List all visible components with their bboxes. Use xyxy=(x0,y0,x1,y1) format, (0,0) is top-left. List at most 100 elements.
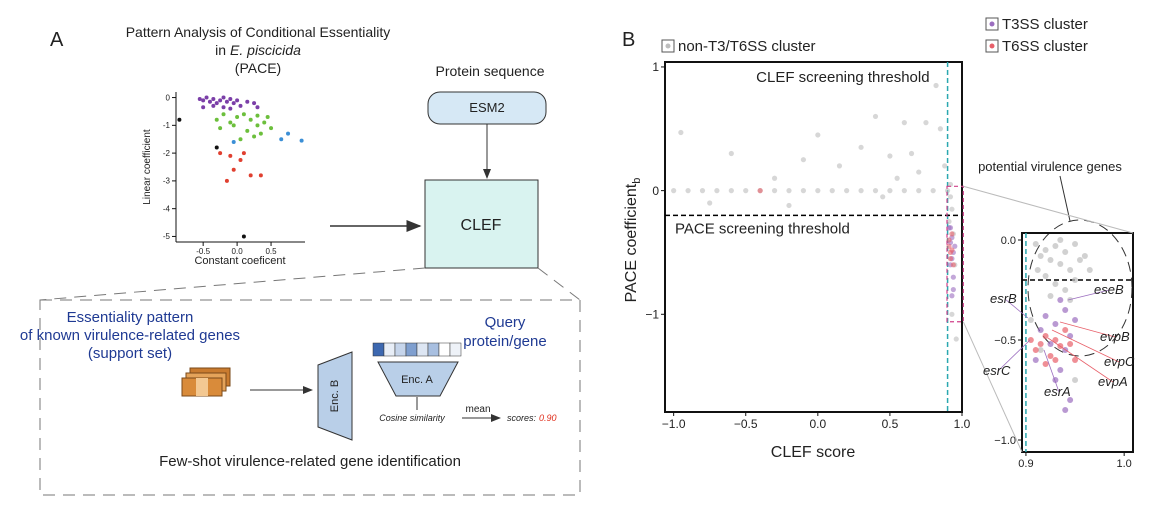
data-point xyxy=(1032,241,1039,247)
title-text: in xyxy=(215,42,226,58)
data-point xyxy=(1062,327,1069,333)
data-point xyxy=(214,145,219,150)
data-point xyxy=(946,243,952,249)
data-point xyxy=(757,188,763,194)
annotation-leader xyxy=(1051,329,1120,363)
x-axis-label: CLEF score xyxy=(771,444,856,461)
data-point xyxy=(1072,357,1079,363)
data-point xyxy=(214,117,219,122)
title-line: Pattern Analysis of Conditional Essentia… xyxy=(126,24,391,40)
y-axis-label-sub: b xyxy=(631,178,643,184)
data-point xyxy=(1042,273,1049,279)
data-point xyxy=(1037,253,1044,259)
mean-label: mean xyxy=(465,404,490,415)
data-point xyxy=(944,188,951,194)
data-point xyxy=(252,134,257,139)
clef-label: CLEF xyxy=(461,217,502,234)
data-point xyxy=(933,82,939,89)
data-point xyxy=(252,101,257,106)
data-point xyxy=(197,96,202,101)
data-point xyxy=(228,153,233,158)
y-tick-label: 0 xyxy=(652,184,659,198)
data-point xyxy=(685,188,691,194)
data-point xyxy=(1067,341,1074,347)
data-point xyxy=(908,150,915,157)
data-point xyxy=(255,123,260,128)
zoom-rect xyxy=(946,185,964,323)
data-point xyxy=(1037,327,1044,333)
zoom-line xyxy=(537,267,581,301)
data-point xyxy=(894,175,900,181)
y-tick-label: -2 xyxy=(163,149,171,158)
data-point xyxy=(218,98,223,103)
data-point xyxy=(258,131,263,136)
x-axis-label: Constant coeficent xyxy=(194,255,285,267)
x-tick-label: −1.0 xyxy=(662,417,686,431)
data-point xyxy=(1052,357,1059,363)
x-tick-label: -0.5 xyxy=(196,247,210,256)
data-point xyxy=(228,120,233,125)
data-point xyxy=(211,103,216,108)
cosine-label: Cosine similarity xyxy=(379,413,445,423)
data-point xyxy=(221,112,226,117)
data-point xyxy=(286,131,291,136)
data-point xyxy=(952,243,958,249)
zoom-connector xyxy=(962,321,1023,453)
data-point xyxy=(1052,321,1059,327)
y-tick-label: -5 xyxy=(163,232,171,241)
data-point xyxy=(714,188,720,194)
title-line: (PACE) xyxy=(235,60,281,76)
data-point xyxy=(177,117,182,122)
input-label: Protein sequence xyxy=(436,63,545,79)
data-point xyxy=(887,153,893,159)
data-point xyxy=(1052,243,1059,249)
data-point xyxy=(707,200,713,206)
scores-label: scores: xyxy=(507,413,537,423)
data-point xyxy=(1062,307,1069,313)
data-point xyxy=(923,120,929,126)
data-point xyxy=(255,105,260,110)
y-tick-label: 0.0 xyxy=(1001,235,1016,247)
annotation-leader xyxy=(1067,289,1110,301)
data-point xyxy=(743,188,749,194)
encoder-a xyxy=(377,361,459,397)
y-axis-label-main: PACE coefficient xyxy=(623,183,640,302)
legend-label: T6SS cluster xyxy=(1002,38,1088,55)
y-tick-label: -1 xyxy=(163,121,171,130)
data-point xyxy=(1072,377,1079,383)
data-point xyxy=(1027,317,1034,323)
data-point xyxy=(228,106,233,111)
data-point xyxy=(678,129,684,136)
clef-box xyxy=(424,179,539,269)
data-point xyxy=(786,202,792,209)
data-point xyxy=(1057,297,1064,303)
x-tick-label: 0.0 xyxy=(232,247,244,256)
data-point xyxy=(947,194,954,200)
data-point xyxy=(728,188,734,194)
y-tick-label: −1 xyxy=(645,307,659,321)
annotation-leader xyxy=(1047,337,1114,383)
data-point xyxy=(1037,341,1044,347)
data-point xyxy=(953,336,959,342)
plot-frame xyxy=(1021,232,1134,453)
data-point xyxy=(800,188,807,194)
data-point xyxy=(844,188,850,194)
gene-label: esrA xyxy=(1044,384,1071,399)
x-tick-label: 0.5 xyxy=(882,417,899,431)
data-point xyxy=(235,115,240,119)
caption: Few-shot virulence-related gene identifi… xyxy=(159,453,461,470)
data-point xyxy=(211,96,216,101)
data-point xyxy=(1062,249,1069,255)
data-point xyxy=(901,188,907,194)
data-point xyxy=(255,113,260,118)
zoom-connector xyxy=(963,185,1134,234)
data-point xyxy=(1067,397,1074,403)
data-point xyxy=(1047,293,1054,299)
data-point xyxy=(1032,347,1039,353)
data-point xyxy=(224,178,229,183)
annotation-leader xyxy=(997,339,1031,372)
data-point xyxy=(235,98,240,103)
support-text: of known virulence-related genes xyxy=(20,327,240,344)
data-point xyxy=(224,99,229,104)
annotation-leader xyxy=(1059,321,1116,338)
